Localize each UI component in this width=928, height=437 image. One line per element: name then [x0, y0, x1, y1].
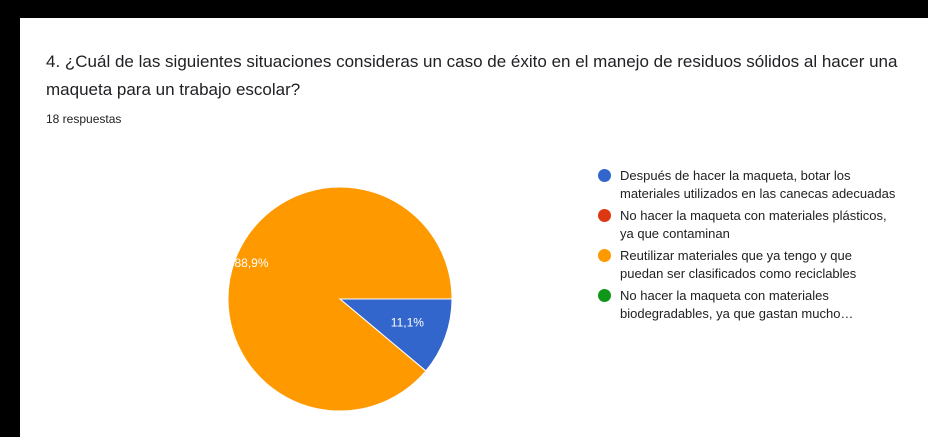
- pie-slice-0[interactable]: [338, 298, 453, 372]
- legend-label: No hacer la maqueta con materiales plást…: [620, 208, 887, 241]
- pie-chart: 11,1% 88,9%: [227, 186, 453, 412]
- legend-dot-icon: [598, 169, 611, 182]
- pie-slice-2[interactable]: [227, 186, 453, 412]
- legend-dot-icon: [598, 289, 611, 302]
- question-title: 4. ¿Cuál de las siguientes situaciones c…: [46, 52, 898, 99]
- slice-label-0: 11,1%: [391, 316, 424, 330]
- legend-item-0[interactable]: Después de hacer la maqueta, botar los m…: [598, 167, 898, 203]
- response-count: 18 respuestas: [46, 112, 122, 126]
- legend-item-1[interactable]: No hacer la maqueta con materiales plást…: [598, 207, 898, 243]
- question-card: 4. ¿Cuál de las siguientes situaciones c…: [20, 18, 928, 437]
- legend-label: No hacer la maqueta con materiales biode…: [620, 288, 854, 321]
- legend-label: Reutilizar materiales que ya tengo y que…: [620, 248, 857, 281]
- legend-dot-icon: [598, 249, 611, 262]
- legend-dot-icon: [598, 209, 611, 222]
- legend-item-3[interactable]: No hacer la maqueta con materiales biode…: [598, 287, 898, 323]
- legend-item-2[interactable]: Reutilizar materiales que ya tengo y que…: [598, 247, 898, 283]
- legend-label: Después de hacer la maqueta, botar los m…: [620, 168, 896, 201]
- chart-legend: Después de hacer la maqueta, botar los m…: [598, 167, 898, 327]
- slice-label-2: 88,9%: [234, 256, 268, 270]
